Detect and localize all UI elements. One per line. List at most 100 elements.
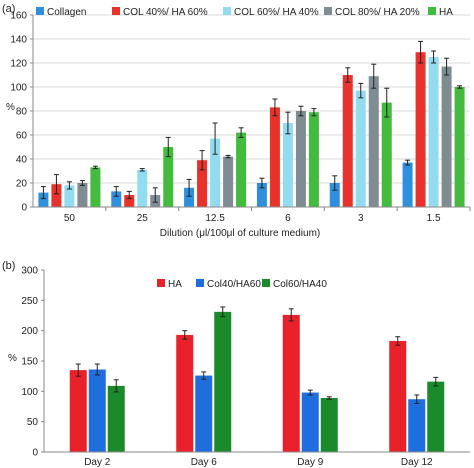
bar — [195, 375, 213, 452]
bar — [107, 385, 125, 452]
bar — [51, 184, 62, 207]
bar — [427, 381, 445, 452]
bar — [137, 169, 148, 207]
y-tick-label: 60 — [16, 131, 28, 142]
bar — [163, 147, 174, 207]
bar — [428, 57, 439, 207]
bar — [282, 123, 293, 207]
y-tick-label: 80 — [16, 107, 28, 118]
panel-b-y-ticks: 0 50 100 150 200 250 300 — [21, 266, 44, 459]
bar — [38, 192, 49, 207]
panel-b-bars — [69, 311, 445, 452]
bar — [214, 311, 232, 452]
x-tick-label: Day 9 — [297, 457, 324, 468]
x-tick-label: 6 — [285, 213, 291, 224]
x-tick-label: 25 — [137, 213, 149, 224]
y-tick-label: 250 — [21, 296, 38, 307]
x-tick-label: Day 12 — [401, 457, 433, 468]
legend-swatch — [196, 279, 204, 287]
bar — [320, 398, 338, 452]
bar — [454, 87, 465, 207]
bar — [441, 66, 452, 207]
panel-a-y-ticks: 0 20 40 60 80 100 120 140 160 — [10, 11, 33, 214]
panel-b-legend: HA Col40/HA60 Col60/HA40 — [157, 279, 327, 290]
panel-b-y-label: % — [8, 353, 17, 364]
bar — [197, 160, 208, 207]
bar — [368, 76, 379, 207]
legend-label: COL 80%/ HA 20% — [335, 7, 420, 18]
bar — [256, 183, 267, 207]
panel-a-error-bars — [40, 40, 463, 203]
bar — [408, 399, 426, 452]
panel-b-label: (b) — [2, 260, 15, 272]
legend-label: HA — [439, 7, 453, 18]
bar — [210, 138, 221, 207]
y-tick-label: 120 — [10, 59, 27, 70]
x-tick-label: 50 — [64, 213, 76, 224]
bar — [355, 90, 366, 207]
bar — [402, 162, 413, 207]
bar — [295, 111, 306, 207]
legend-swatch — [157, 279, 165, 287]
y-tick-label: 150 — [21, 357, 38, 368]
legend-swatch — [262, 279, 270, 287]
panel-a-x-ticks: 50 25 12.5 6 3 1.5 — [64, 207, 471, 224]
y-tick-label: 200 — [21, 326, 38, 337]
bar — [301, 392, 319, 452]
bar — [77, 183, 88, 207]
y-tick-label: 0 — [21, 203, 27, 214]
panel-a-legend: Collagen COL 40%/ HA 60% COL 60%/ HA 40% CO… — [36, 7, 453, 18]
bar — [236, 132, 247, 207]
panel-a-bars — [38, 52, 465, 208]
legend-swatch — [112, 7, 120, 15]
panel-a-label: (a) — [2, 3, 15, 15]
legend-swatch — [36, 7, 44, 15]
x-tick-label: 12.5 — [205, 213, 225, 224]
panel-a-x-label: Dilution (μl/100μl of culture medium) — [160, 228, 320, 239]
y-tick-label: 140 — [10, 35, 27, 46]
bar — [64, 185, 75, 207]
y-tick-label: 20 — [16, 179, 28, 190]
bar — [381, 102, 392, 207]
bar — [90, 167, 101, 207]
bar — [176, 334, 194, 452]
x-tick-label: 1.5 — [427, 213, 441, 224]
bar — [342, 75, 353, 207]
bar — [223, 156, 234, 207]
legend-label: Collagen — [47, 7, 86, 18]
legend-label: HA — [168, 279, 182, 290]
x-tick-label: Day 2 — [84, 457, 111, 468]
bar — [329, 183, 340, 207]
y-tick-label: 160 — [10, 11, 27, 22]
legend-swatch — [324, 7, 332, 15]
x-tick-label: 3 — [358, 213, 364, 224]
bar — [415, 52, 426, 208]
panel-b-x-ticks: Day 2 Day 6 Day 9 Day 12 — [84, 457, 433, 468]
y-tick-label: 100 — [21, 387, 38, 398]
legend-label: Col40/HA60 — [207, 279, 261, 290]
y-tick-label: 40 — [16, 155, 28, 166]
bar — [111, 191, 122, 207]
y-tick-label: 100 — [10, 83, 27, 94]
legend-label: COL 60%/ HA 40% — [234, 7, 319, 18]
y-tick-label: 300 — [21, 266, 38, 277]
bar — [88, 369, 106, 452]
y-tick-label: 0 — [32, 448, 38, 459]
bar — [308, 112, 319, 207]
y-tick-label: 50 — [27, 417, 39, 428]
legend-label: COL 40%/ HA 60% — [123, 7, 208, 18]
x-tick-label: Day 6 — [191, 457, 218, 468]
legend-label: Col60/HA40 — [273, 279, 327, 290]
bar — [269, 107, 280, 207]
bar — [389, 340, 407, 452]
legend-swatch — [428, 7, 436, 15]
panel-a-y-label: % — [6, 102, 15, 113]
bar — [124, 195, 135, 207]
panel-b-error-bars — [75, 306, 439, 404]
legend-swatch — [223, 7, 231, 15]
bar — [184, 187, 195, 207]
bar — [282, 314, 300, 452]
